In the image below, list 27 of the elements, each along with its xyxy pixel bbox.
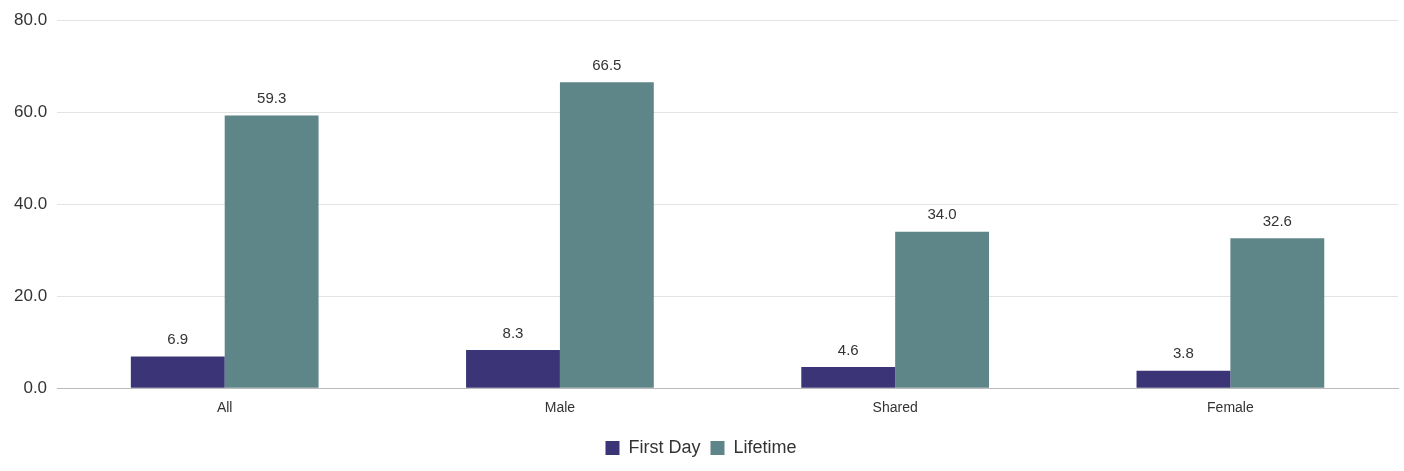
data-label: 4.6: [837, 340, 859, 358]
bar: [224, 115, 319, 388]
y-tick-label: 0.0: [23, 377, 48, 397]
y-tick-label: 40.0: [13, 193, 48, 213]
legend-label: First Day: [628, 436, 701, 457]
bar: [1136, 370, 1231, 388]
data-label: 3.8: [1173, 344, 1194, 362]
x-tick-label: Female: [1207, 399, 1254, 416]
bar: [895, 231, 990, 388]
bar: [1230, 238, 1325, 388]
legend-label: Lifetime: [733, 436, 797, 457]
data-label: 34.0: [927, 205, 957, 223]
bar: [801, 367, 896, 388]
bar: [130, 356, 225, 388]
data-label: 66.5: [592, 55, 622, 73]
y-tick-label: 80.0: [13, 9, 48, 29]
data-label: 6.9: [167, 330, 189, 348]
data-label: 32.6: [1262, 211, 1292, 229]
bar: [559, 82, 654, 388]
data-label: 8.3: [502, 323, 524, 341]
bar: [466, 350, 560, 388]
x-tick-label: Shared: [872, 399, 918, 416]
x-tick-label: All: [216, 399, 233, 416]
y-tick-label: 60.0: [13, 101, 48, 121]
data-label: 59.3: [257, 89, 287, 107]
x-tick-label: Male: [544, 399, 576, 416]
y-tick-label: 20.0: [13, 285, 48, 305]
